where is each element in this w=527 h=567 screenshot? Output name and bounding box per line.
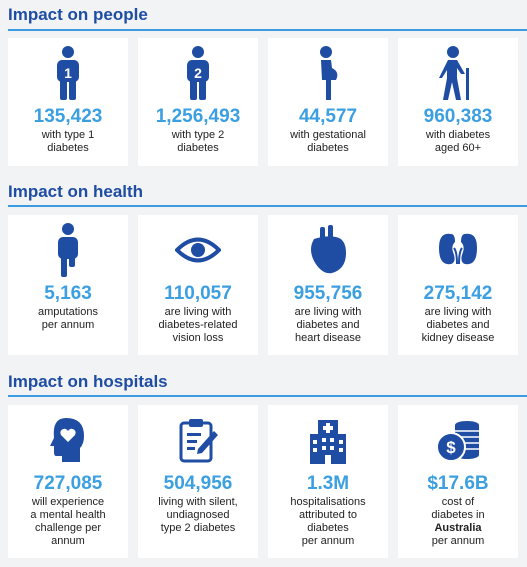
mental-health-head-icon <box>8 413 128 467</box>
stat-card-heart: 955,756 are living with diabetes and heart… <box>268 215 388 355</box>
stat-description: living with silent, undiagnosed type 2 dia… <box>158 496 238 534</box>
stat-card-undiagnosed: 504,956 living with silent, undiagnosed ty… <box>138 405 258 558</box>
amputation-icon <box>8 223 128 277</box>
stat-description: cost of diabetes in Australia per annum <box>431 496 485 547</box>
stat-card-kidney: 275,142 are living with diabetes and kidne… <box>398 215 518 355</box>
stat-card-cost: $ $17.6B cost of diabetes in Australia per … <box>398 405 518 558</box>
svg-text:$: $ <box>446 438 456 457</box>
eye-icon <box>138 223 258 277</box>
stat-description: with diabetes aged 60+ <box>425 129 491 154</box>
pregnant-woman-icon <box>268 46 388 100</box>
section-title: Impact on health <box>8 182 144 201</box>
stat-description: are living with diabetes and kidney diseas… <box>421 306 495 344</box>
stat-description: are living with diabetes-related vision lo… <box>158 306 238 344</box>
section-divider <box>8 395 527 397</box>
stat-value: 275,142 <box>423 283 493 304</box>
clipboard-icon <box>138 413 258 467</box>
stat-value: 727,085 <box>33 473 103 494</box>
coins-icon: $ <box>398 413 518 467</box>
section-title: Impact on hospitals <box>8 372 168 391</box>
person-type2-icon: 2 <box>138 46 258 100</box>
section-divider <box>8 205 527 207</box>
stat-value: 960,383 <box>423 106 493 127</box>
stat-value: 504,956 <box>163 473 233 494</box>
svg-text:1: 1 <box>64 65 72 81</box>
stat-description: with gestational diabetes <box>290 129 366 154</box>
stat-value: 1,256,493 <box>155 106 241 127</box>
stat-card-vision: 110,057 are living with diabetes-related v… <box>138 215 258 355</box>
svg-text:2: 2 <box>194 65 202 81</box>
stat-value: 5,163 <box>44 283 92 304</box>
section-divider <box>8 29 527 31</box>
stat-card-type1: 1 135,423 with type 1 diabetes <box>8 38 128 166</box>
stat-card-aged: 960,383 with diabetes aged 60+ <box>398 38 518 166</box>
stat-card-hospitalisations: 1.3M hospitalisations attributed to diabet… <box>268 405 388 558</box>
heart-icon <box>268 223 388 277</box>
stat-value: 135,423 <box>33 106 103 127</box>
stat-value: 44,577 <box>298 106 358 127</box>
stat-value: 110,057 <box>164 283 232 304</box>
kidney-icon <box>398 223 518 277</box>
stat-value: $17.6B <box>427 473 489 494</box>
stat-value: 955,756 <box>293 283 363 304</box>
stat-description: hospitalisations attributed to diabetes per… <box>290 496 366 547</box>
elderly-person-icon <box>398 46 518 100</box>
stat-description: amputations per annum <box>38 306 98 331</box>
stat-card-type2: 2 1,256,493 with type 2 diabetes <box>138 38 258 166</box>
stat-description: with type 1 diabetes <box>41 129 95 154</box>
stat-card-gestational: 44,577 with gestational diabetes <box>268 38 388 166</box>
hospital-building-icon <box>268 413 388 467</box>
stat-value: 1.3M <box>306 473 350 494</box>
section-title: Impact on people <box>8 5 148 24</box>
person-type1-icon: 1 <box>8 46 128 100</box>
stat-description: will experience a mental health challenge … <box>30 496 106 547</box>
stat-description: with type 2 diabetes <box>171 129 225 154</box>
stat-description: are living with diabetes and heart disease <box>294 306 362 344</box>
stat-card-mental-health: 727,085 will experience a mental health ch… <box>8 405 128 558</box>
stat-card-amputations: 5,163 amputations per annum <box>8 215 128 355</box>
